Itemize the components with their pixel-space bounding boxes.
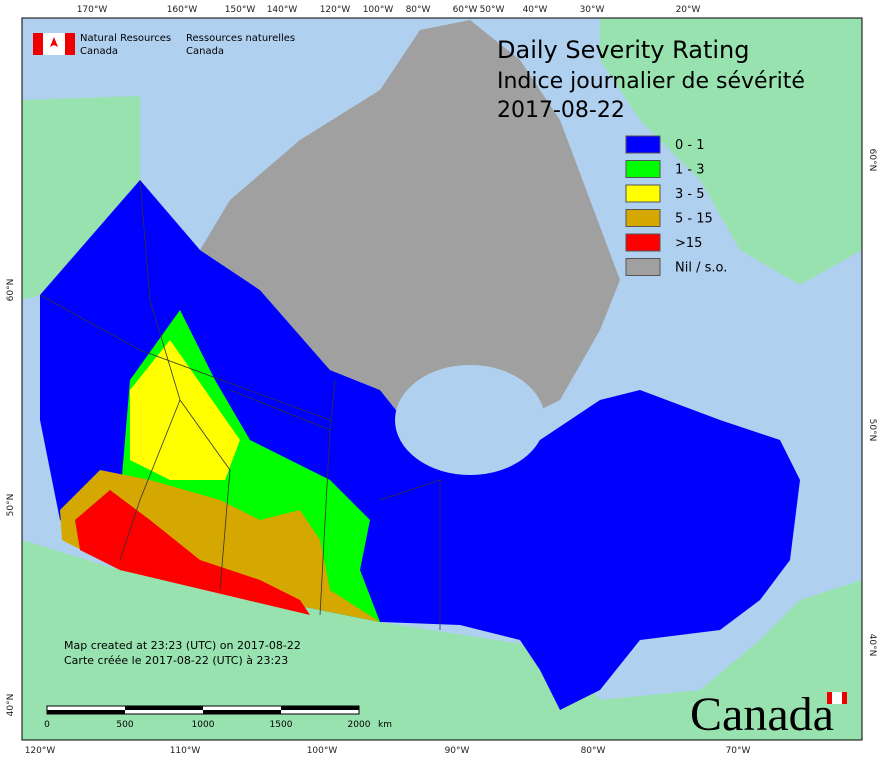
legend-swatch bbox=[625, 160, 661, 178]
wordmark-flag bbox=[832, 692, 842, 704]
greenland bbox=[600, 18, 862, 285]
legend-label: 1 - 3 bbox=[675, 163, 705, 178]
scale-label: 2000 bbox=[348, 720, 371, 730]
legend-swatch bbox=[625, 184, 661, 203]
legend-label: Nil / s.o. bbox=[675, 261, 727, 276]
wordmark: Canada bbox=[690, 688, 834, 741]
graticule-label: 40°N bbox=[6, 694, 16, 717]
title: Daily Severity Rating bbox=[497, 36, 749, 64]
note: Map created at 23:23 (UTC) on 2017-08-22 bbox=[64, 639, 301, 652]
graticule-label: 120°W bbox=[320, 5, 351, 15]
graticule-label: 90°W bbox=[445, 746, 470, 756]
legend-swatch bbox=[625, 135, 661, 154]
org-fr: Ressources naturelles bbox=[186, 33, 295, 44]
graticule-label: 150°W bbox=[225, 5, 256, 15]
flag-bar bbox=[33, 33, 43, 55]
graticule-label: 80°W bbox=[406, 5, 431, 15]
graticule-label: 60°N bbox=[867, 149, 877, 172]
arctic-nil bbox=[200, 20, 620, 440]
flag-bar bbox=[65, 33, 75, 55]
graticule-label: 40°W bbox=[523, 5, 548, 15]
graticule-label: 70°W bbox=[726, 746, 751, 756]
legend-label: 3 - 5 bbox=[675, 187, 705, 202]
scale-bar bbox=[46, 705, 360, 715]
graticule-label: 30°W bbox=[580, 5, 605, 15]
hudson-bay bbox=[395, 365, 545, 475]
graticule-label: 50°N bbox=[6, 494, 16, 517]
graticule-label: 160°W bbox=[167, 5, 198, 15]
legend-label: 5 - 15 bbox=[675, 212, 713, 227]
legend-swatch bbox=[625, 258, 661, 276]
graticule-label: 170°W bbox=[77, 5, 108, 15]
scale-unit: km bbox=[378, 720, 392, 730]
legend-label: 0 - 1 bbox=[675, 138, 705, 153]
legend-swatch bbox=[625, 209, 661, 227]
graticule-label: 80°W bbox=[581, 746, 606, 756]
graticule-label: 60°N bbox=[6, 279, 16, 302]
note: Carte créée le 2017-08-22 (UTC) à 23:23 bbox=[64, 654, 288, 667]
graticule-label: 120°W bbox=[25, 746, 56, 756]
graticule-label: 60°W bbox=[453, 5, 478, 15]
extreme-zone bbox=[75, 490, 310, 615]
org-en: Natural Resources bbox=[80, 33, 171, 44]
graticule-label: 50°N bbox=[867, 419, 877, 442]
very-high-zone bbox=[60, 470, 380, 622]
legend-swatch bbox=[625, 233, 661, 252]
map-frame bbox=[21, 17, 863, 741]
graticule-label: 110°W bbox=[170, 746, 201, 756]
org-fr: Canada bbox=[186, 46, 224, 57]
scale-label: 0 bbox=[44, 720, 50, 730]
graticule-label: 100°W bbox=[307, 746, 338, 756]
title: Indice journalier de sévérité bbox=[497, 69, 805, 94]
scale-label: 1000 bbox=[192, 720, 215, 730]
graticule-label: 40°N bbox=[867, 634, 877, 657]
title: 2017-08-22 bbox=[497, 98, 625, 123]
graticule-label: 50°W bbox=[480, 5, 505, 15]
flag-leaf bbox=[50, 37, 58, 47]
scale-label: 500 bbox=[116, 720, 133, 730]
united-states bbox=[22, 540, 862, 740]
org-en: Canada bbox=[80, 46, 118, 57]
scale-label: 1500 bbox=[270, 720, 293, 730]
graticule-label: 100°W bbox=[363, 5, 394, 15]
graticule-label: 140°W bbox=[267, 5, 298, 15]
legend-label: >15 bbox=[675, 236, 702, 251]
alaska bbox=[22, 96, 140, 300]
borders bbox=[39, 179, 441, 630]
graticule-label: 20°W bbox=[676, 5, 701, 15]
